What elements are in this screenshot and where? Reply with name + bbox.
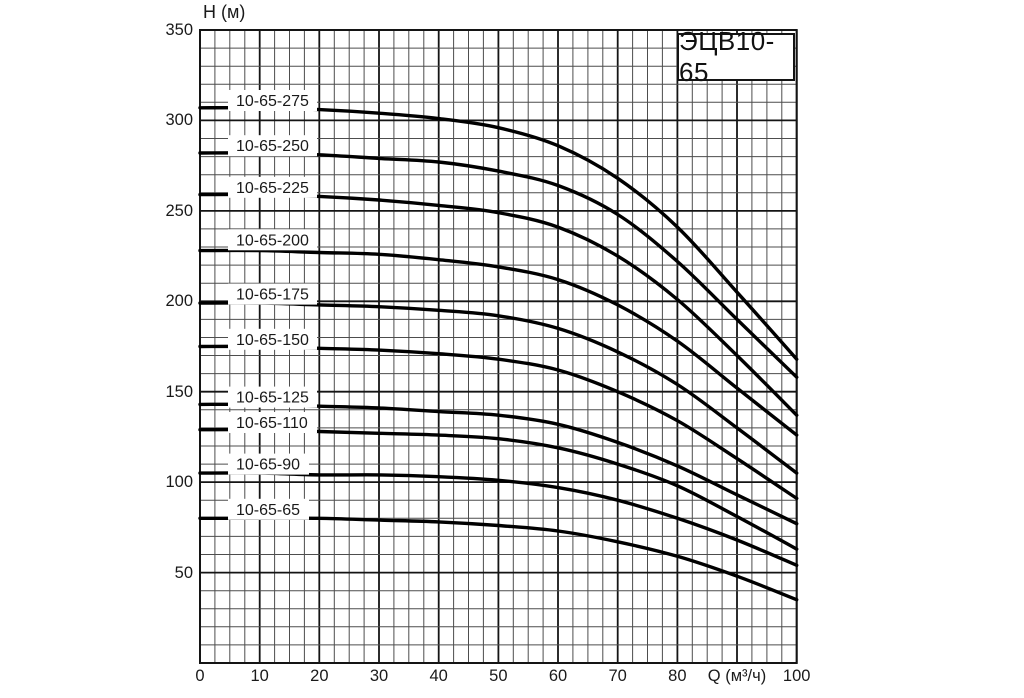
- curve-label-10-65-125: 10-65-125: [236, 390, 309, 407]
- y-tick-250: 250: [165, 201, 193, 220]
- x-tick-0: 0: [195, 667, 205, 685]
- x-tick-60: 60: [548, 667, 568, 685]
- curve-label-box-10-65-175: [228, 283, 317, 305]
- curve-labels: 10-65-275 10-65-250 10-65-225 10-65-200 10-6…: [228, 90, 317, 520]
- x-tick-10: 10: [250, 667, 269, 685]
- x-tick-80: 80: [668, 667, 687, 685]
- x-tick-50: 50: [489, 667, 508, 685]
- y-tick-150: 150: [165, 382, 193, 401]
- curve-label-box-10-65-150: [228, 328, 317, 350]
- y-axis-title: H (м): [203, 2, 246, 22]
- x-tick-20: 20: [310, 667, 329, 685]
- y-tick-350: 350: [165, 21, 193, 39]
- curve-label-box-10-65-65: [228, 498, 309, 520]
- curve-label-10-65-175: 10-65-175: [236, 287, 309, 304]
- x-tick-40: 40: [429, 667, 448, 685]
- y-tick-100: 100: [165, 473, 193, 492]
- curve-label-box-10-65-110: [228, 412, 317, 433]
- x-tick-70: 70: [608, 667, 627, 685]
- curve-label-box-10-65-250: [228, 135, 317, 157]
- x-tick-30: 30: [369, 667, 389, 685]
- curve-label-box-10-65-125: [228, 386, 317, 408]
- curve-label-box-10-65-225: [228, 176, 317, 198]
- x-tick-100: 100: [782, 667, 811, 685]
- curve-label-10-65-65: 10-65-65: [236, 502, 300, 519]
- curve-label-10-65-225: 10-65-225: [236, 180, 309, 197]
- curve-label-10-65-150: 10-65-150: [236, 332, 309, 349]
- chart-title-box: ЭЦВ10-65: [677, 26, 795, 87]
- curve-label-10-65-90: 10-65-90: [236, 457, 300, 474]
- y-tick-300: 300: [165, 111, 193, 130]
- curve-label-box-10-65-275: [228, 90, 317, 111]
- y-tick-200: 200: [165, 292, 193, 311]
- curve-10-65-200: [198, 248, 799, 437]
- curve-label-10-65-250: 10-65-250: [236, 138, 309, 155]
- curve-label-10-65-110: 10-65-110: [236, 415, 308, 432]
- curve-label-box-10-65-90: [228, 453, 309, 475]
- curve-label-10-65-200: 10-65-200: [236, 232, 309, 249]
- x-axis-title: Q (м³/ч): [707, 667, 767, 685]
- chart-title: ЭЦВ10-65: [679, 26, 775, 87]
- curve-label-10-65-275: 10-65-275: [236, 93, 309, 110]
- curve-label-box-10-65-200: [228, 229, 317, 251]
- y-tick-50: 50: [174, 563, 193, 582]
